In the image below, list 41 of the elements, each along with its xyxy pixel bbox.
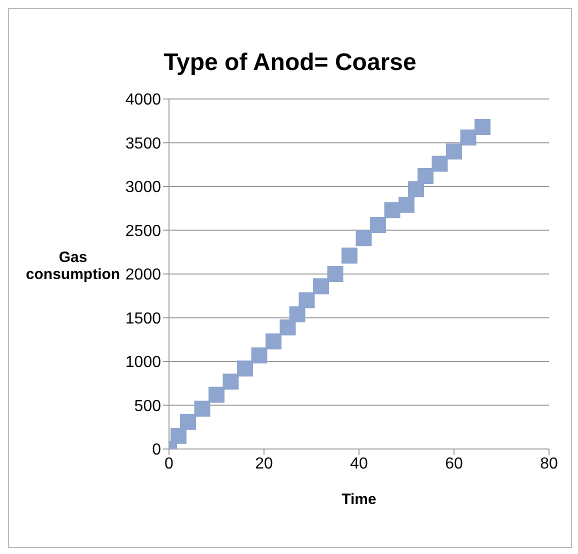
point [460,130,476,146]
y-tick-label: 500 [134,398,162,415]
point [384,202,400,218]
point [266,333,282,350]
y-axis-title: Gas consumption [26,249,120,283]
y-tick-label: 2500 [125,222,162,240]
point [408,181,424,198]
point [289,306,306,322]
point [313,278,329,294]
point [370,217,386,233]
chart-title: Type of Anod= Coarse [162,49,418,78]
point [280,319,296,336]
point [356,230,372,246]
y-tick-label: 3000 [125,179,162,196]
x-tick-label: 20 [255,455,273,472]
y-tick-label: 1500 [125,310,162,328]
point [327,266,344,282]
point [180,414,196,430]
point [446,144,462,160]
y-tick-label: 1000 [125,354,162,372]
point [251,347,268,364]
x-tick-label: 0 [164,455,174,472]
point [208,386,224,403]
y-tick-label: 3500 [125,135,162,152]
point [398,196,414,213]
point [298,292,315,308]
x-tick-label: 40 [350,455,368,472]
x-tick-label: 60 [445,455,463,472]
y-tick-label: 4000 [125,92,162,109]
y-tick-label: 2000 [125,266,162,284]
x-axis-title: Time [342,491,376,508]
point [342,248,358,264]
point [474,119,490,135]
x-tick-label: 80 [540,455,558,472]
point [432,156,448,172]
point [222,374,239,390]
point [418,168,434,184]
point [194,400,210,417]
point [170,428,186,444]
y-tick-label: 0 [152,442,162,459]
point [237,360,253,376]
